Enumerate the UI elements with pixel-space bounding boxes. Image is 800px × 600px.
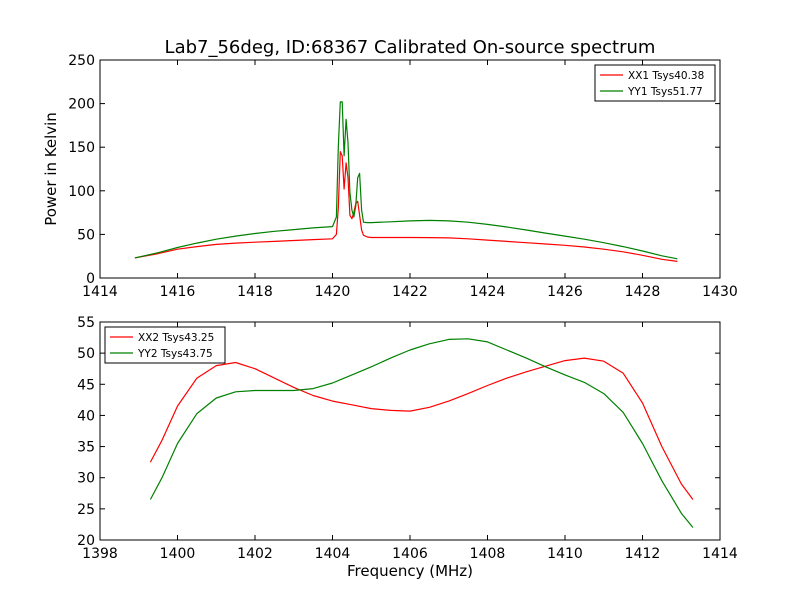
- top-x-tick-label: 1418: [237, 284, 273, 300]
- top-y-tick-label: 250: [68, 53, 95, 69]
- bottom-legend: XX2 Tsys43.25 YY2 Tsys43.75: [104, 326, 226, 364]
- bottom-x-tick-label: 1414: [702, 546, 738, 562]
- top-legend-box: [594, 64, 716, 102]
- top-x-tick-label: 1428: [625, 284, 661, 300]
- top-x-tick-label: 1416: [160, 284, 196, 300]
- top-x-tick-label: 1420: [315, 284, 351, 300]
- bottom-y-tick-label: 55: [77, 315, 95, 331]
- bottom-y-tick-label: 20: [77, 533, 95, 549]
- figure-title: Lab7_56deg, ID:68367 Calibrated On-sourc…: [165, 37, 656, 58]
- bottom-legend-box: [104, 326, 226, 364]
- bottom-x-tick-label: 1400: [160, 546, 196, 562]
- top-y-tick-label: 100: [68, 184, 95, 200]
- bottom-y-tick-label: 25: [77, 502, 95, 518]
- top-y-tick-label: 50: [77, 227, 95, 243]
- top-legend-label-2: YY1 Tsys51.77: [627, 86, 703, 98]
- top-y-tick-label: 200: [68, 97, 95, 113]
- bottom-x-axis-label: Frequency (MHz): [347, 562, 473, 580]
- bottom-plot: 1398 1400 1402 1404 1406 1408 1410 1412 1414 20 25…: [77, 315, 738, 580]
- top-x-tick-label: 1414: [82, 284, 118, 300]
- top-legend-label-1: XX1 Tsys40.38: [628, 70, 704, 82]
- bottom-x-tick-label: 1404: [315, 546, 351, 562]
- top-x-tick-label: 1426: [547, 284, 583, 300]
- bottom-legend-label-1: XX2 Tsys43.25: [138, 332, 214, 344]
- top-y-tick-label: 150: [68, 140, 95, 156]
- top-y-tick-label: 0: [86, 271, 95, 287]
- bottom-y-tick-label: 40: [77, 408, 95, 424]
- bottom-x-tick-label: 1410: [547, 546, 583, 562]
- bottom-x-tick-label: 1406: [392, 546, 428, 562]
- top-y-axis-label: Power in Kelvin: [42, 112, 60, 226]
- bottom-legend-label-2: YY2 Tsys43.75: [137, 348, 213, 360]
- top-series-line-1: [134, 151, 678, 262]
- top-x-tick-label: 1424: [470, 284, 506, 300]
- top-x-tick-label: 1422: [392, 284, 428, 300]
- bottom-x-tick-label: 1398: [82, 546, 118, 562]
- top-legend: XX1 Tsys40.38 YY1 Tsys51.77: [594, 64, 716, 102]
- bottom-x-tick-label: 1412: [625, 546, 661, 562]
- bottom-x-tick-label: 1402: [237, 546, 273, 562]
- bottom-series-line-1: [149, 357, 694, 500]
- bottom-y-tick-label: 45: [77, 377, 95, 393]
- top-plot: 1414 1416 1418 1420 1422 1424 1426 1428 1430 0 50 1…: [42, 53, 738, 300]
- bottom-y-tick-label: 50: [77, 346, 95, 362]
- bottom-x-tick-label: 1408: [470, 546, 506, 562]
- top-x-tick-label: 1430: [702, 284, 738, 300]
- top-series-line-2: [134, 101, 678, 260]
- bottom-series-line-2: [149, 338, 694, 528]
- bottom-y-tick-label: 30: [77, 471, 95, 487]
- bottom-y-tick-label: 35: [77, 440, 95, 456]
